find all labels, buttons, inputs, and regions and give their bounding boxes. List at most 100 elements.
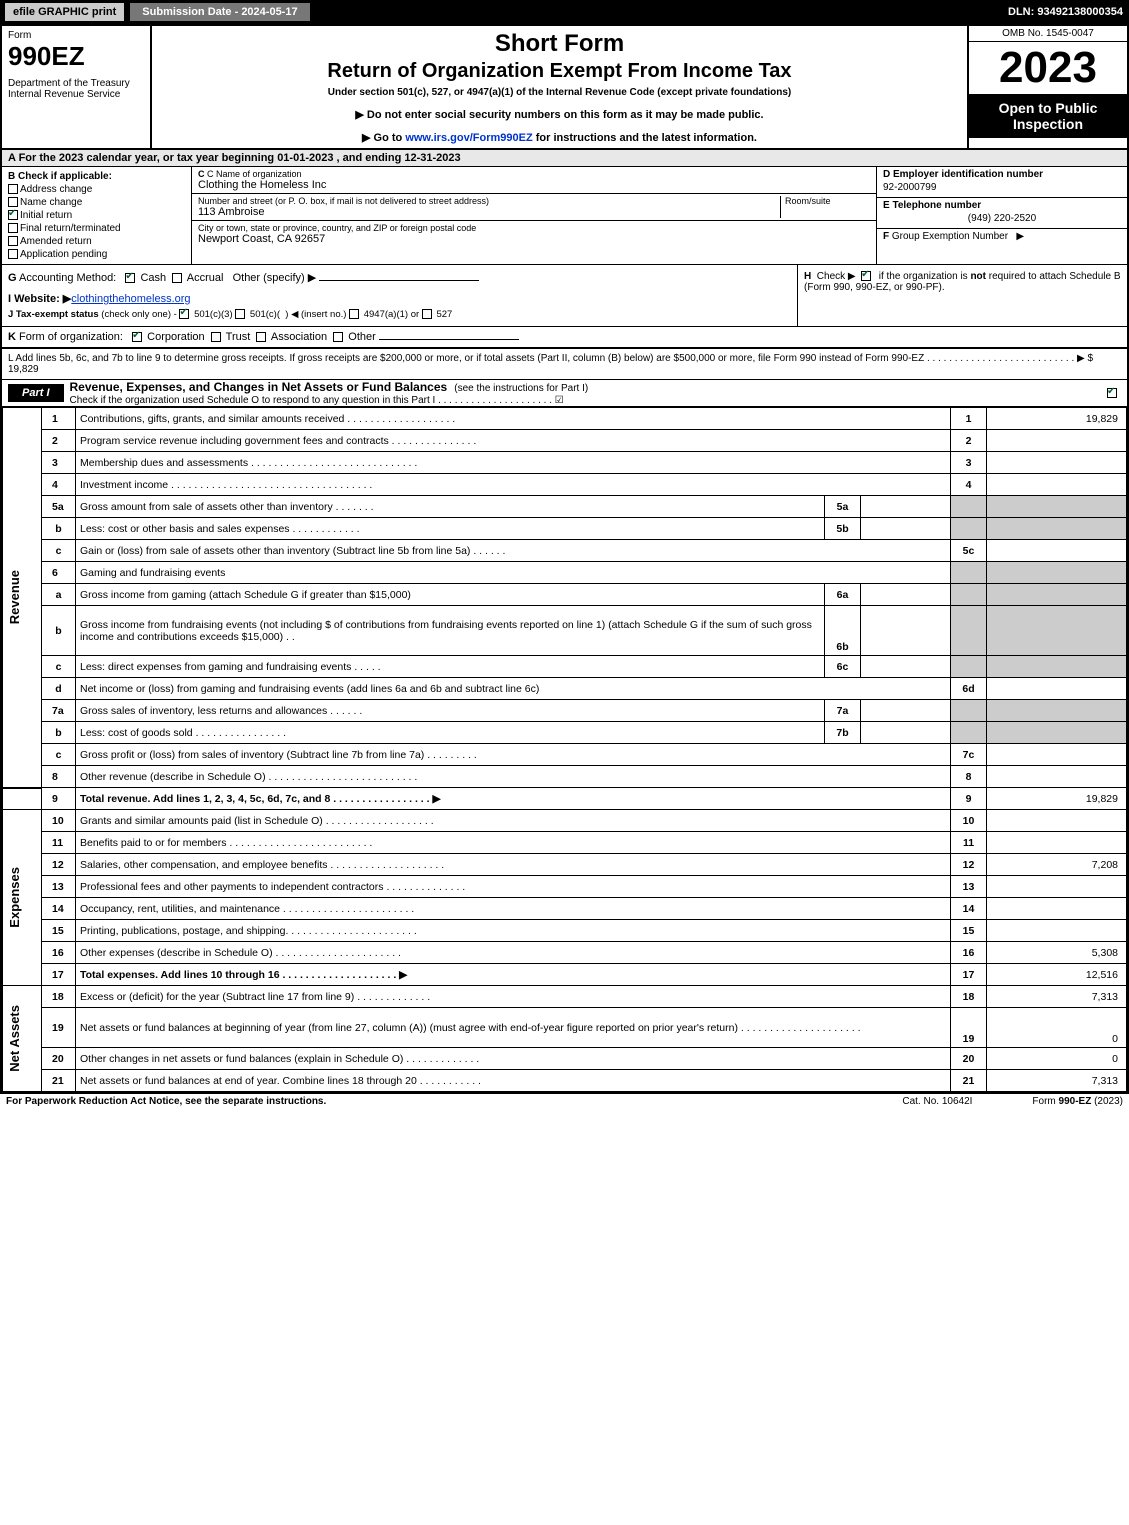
ein-label: D Employer identification number bbox=[883, 169, 1043, 180]
line-5c-desc: Gain or (loss) from sale of assets other… bbox=[76, 540, 951, 562]
line-21-num: 21 bbox=[42, 1070, 76, 1092]
line-20-num: 20 bbox=[42, 1048, 76, 1070]
part1-sub: (see the instructions for Part I) bbox=[454, 383, 588, 394]
form-number: 990EZ bbox=[8, 41, 144, 72]
accounting-method: G Accounting Method: Cash Accrual Other … bbox=[8, 271, 791, 292]
part1-title: Revenue, Expenses, and Changes in Net As… bbox=[70, 380, 448, 394]
chk-name-change[interactable]: Name change bbox=[8, 197, 185, 208]
omb-number: OMB No. 1545-0047 bbox=[969, 26, 1127, 42]
line-19-rnum: 19 bbox=[951, 1008, 987, 1048]
line-7c-rnum: 7c bbox=[951, 744, 987, 766]
line-5b-shade2 bbox=[987, 518, 1127, 540]
line-19-num: 19 bbox=[42, 1008, 76, 1048]
note2-post: for instructions and the latest informat… bbox=[533, 132, 757, 144]
part1-tab: Part I bbox=[8, 384, 64, 402]
line-13-rnum: 13 bbox=[951, 876, 987, 898]
line-20-rnum: 20 bbox=[951, 1048, 987, 1070]
line-4-amt bbox=[987, 474, 1127, 496]
line-12-rnum: 12 bbox=[951, 854, 987, 876]
org-name: Clothing the Homeless Inc bbox=[198, 179, 870, 191]
line-2-desc: Program service revenue including govern… bbox=[76, 430, 951, 452]
line-6b-inval bbox=[861, 606, 951, 656]
row-a-tax-year: A For the 2023 calendar year, or tax yea… bbox=[2, 150, 1127, 167]
form-header: Form 990EZ Department of the Treasury In… bbox=[2, 26, 1127, 150]
line-6d-amt bbox=[987, 678, 1127, 700]
line-6c-inval bbox=[861, 656, 951, 678]
note-goto: ▶ Go to www.irs.gov/Form990EZ for instru… bbox=[162, 131, 957, 144]
col-b-label: B Check if applicable: bbox=[8, 171, 112, 182]
line-17-desc: Total expenses. Add lines 10 through 16 … bbox=[76, 964, 951, 986]
street-label: Number and street (or P. O. box, if mail… bbox=[198, 196, 780, 206]
line-6d-num: d bbox=[42, 678, 76, 700]
chk-amended-return[interactable]: Amended return bbox=[8, 236, 185, 247]
line-3-rnum: 3 bbox=[951, 452, 987, 474]
schedule-o-checkbox[interactable] bbox=[1107, 388, 1117, 398]
line-6a-shade2 bbox=[987, 584, 1127, 606]
line-5b-num: b bbox=[42, 518, 76, 540]
line-4-num: 4 bbox=[42, 474, 76, 496]
line-13-desc: Professional fees and other payments to … bbox=[76, 876, 951, 898]
line-9-amt: 19,829 bbox=[987, 788, 1127, 810]
line-8-amt bbox=[987, 766, 1127, 788]
line-1-amt: 19,829 bbox=[987, 408, 1127, 430]
website-link[interactable]: clothingthehomeless.org bbox=[71, 293, 190, 305]
line-6b-shade bbox=[951, 606, 987, 656]
form-990ez: Form 990EZ Department of the Treasury In… bbox=[0, 24, 1129, 1094]
line-15-num: 15 bbox=[42, 920, 76, 942]
section-bcd: B Check if applicable: Address change Na… bbox=[2, 167, 1127, 265]
line-14-num: 14 bbox=[42, 898, 76, 920]
line-7b-num: b bbox=[42, 722, 76, 744]
form-label: Form bbox=[8, 30, 144, 41]
line-6-desc: Gaming and fundraising events bbox=[76, 562, 951, 584]
tax-exempt-status: J Tax-exempt status (check only one) - 5… bbox=[8, 305, 791, 320]
line-13-amt bbox=[987, 876, 1127, 898]
line-6c-shade2 bbox=[987, 656, 1127, 678]
line-14-amt bbox=[987, 898, 1127, 920]
efile-button[interactable]: efile GRAPHIC print bbox=[4, 2, 125, 22]
group-exemption-label: F Group Exemption Number ▶ bbox=[883, 231, 1121, 242]
line-14-rnum: 14 bbox=[951, 898, 987, 920]
line-16-desc: Other expenses (describe in Schedule O) … bbox=[76, 942, 951, 964]
irs-link[interactable]: www.irs.gov/Form990EZ bbox=[405, 132, 532, 144]
line-1-rnum: 1 bbox=[951, 408, 987, 430]
line-11-num: 11 bbox=[42, 832, 76, 854]
line-8-desc: Other revenue (describe in Schedule O) .… bbox=[76, 766, 951, 788]
chk-application-pending[interactable]: Application pending bbox=[8, 249, 185, 260]
expenses-label: Expenses bbox=[7, 867, 22, 928]
note-ssn: ▶ Do not enter social security numbers o… bbox=[162, 108, 957, 121]
part1-table: Revenue 1 Contributions, gifts, grants, … bbox=[2, 407, 1127, 1092]
line-5b-shade bbox=[951, 518, 987, 540]
chk-address-change[interactable]: Address change bbox=[8, 184, 185, 195]
line-10-desc: Grants and similar amounts paid (list in… bbox=[76, 810, 951, 832]
street: 113 Ambroise bbox=[198, 206, 780, 218]
chk-final-return[interactable]: Final return/terminated bbox=[8, 223, 185, 234]
line-6a-num: a bbox=[42, 584, 76, 606]
line-6a-desc: Gross income from gaming (attach Schedul… bbox=[76, 584, 825, 606]
line-5a-desc: Gross amount from sale of assets other t… bbox=[76, 496, 825, 518]
line-3-desc: Membership dues and assessments . . . . … bbox=[76, 452, 951, 474]
line-16-amt: 5,308 bbox=[987, 942, 1127, 964]
line-6a-shade bbox=[951, 584, 987, 606]
netassets-label: Net Assets bbox=[7, 1005, 22, 1072]
line-11-rnum: 11 bbox=[951, 832, 987, 854]
line-3-num: 3 bbox=[42, 452, 76, 474]
part1-check-o: Check if the organization used Schedule … bbox=[70, 395, 564, 406]
line-12-desc: Salaries, other compensation, and employ… bbox=[76, 854, 951, 876]
line-7c-num: c bbox=[42, 744, 76, 766]
line-16-rnum: 16 bbox=[951, 942, 987, 964]
chk-initial-return[interactable]: Initial return bbox=[8, 210, 185, 221]
line-6b-num: b bbox=[42, 606, 76, 656]
line-5c-rnum: 5c bbox=[951, 540, 987, 562]
line-11-desc: Benefits paid to or for members . . . . … bbox=[76, 832, 951, 854]
line-21-desc: Net assets or fund balances at end of ye… bbox=[76, 1070, 951, 1092]
line-10-amt bbox=[987, 810, 1127, 832]
line-2-num: 2 bbox=[42, 430, 76, 452]
line-6c-inlab: 6c bbox=[825, 656, 861, 678]
form-title: Return of Organization Exempt From Incom… bbox=[162, 60, 957, 83]
line-12-amt: 7,208 bbox=[987, 854, 1127, 876]
line-6d-desc: Net income or (loss) from gaming and fun… bbox=[76, 678, 951, 700]
line-6c-shade bbox=[951, 656, 987, 678]
row-l-gross-receipts: L Add lines 5b, 6c, and 7b to line 9 to … bbox=[2, 349, 1127, 380]
telephone: (949) 220-2520 bbox=[883, 211, 1121, 226]
line-10-rnum: 10 bbox=[951, 810, 987, 832]
